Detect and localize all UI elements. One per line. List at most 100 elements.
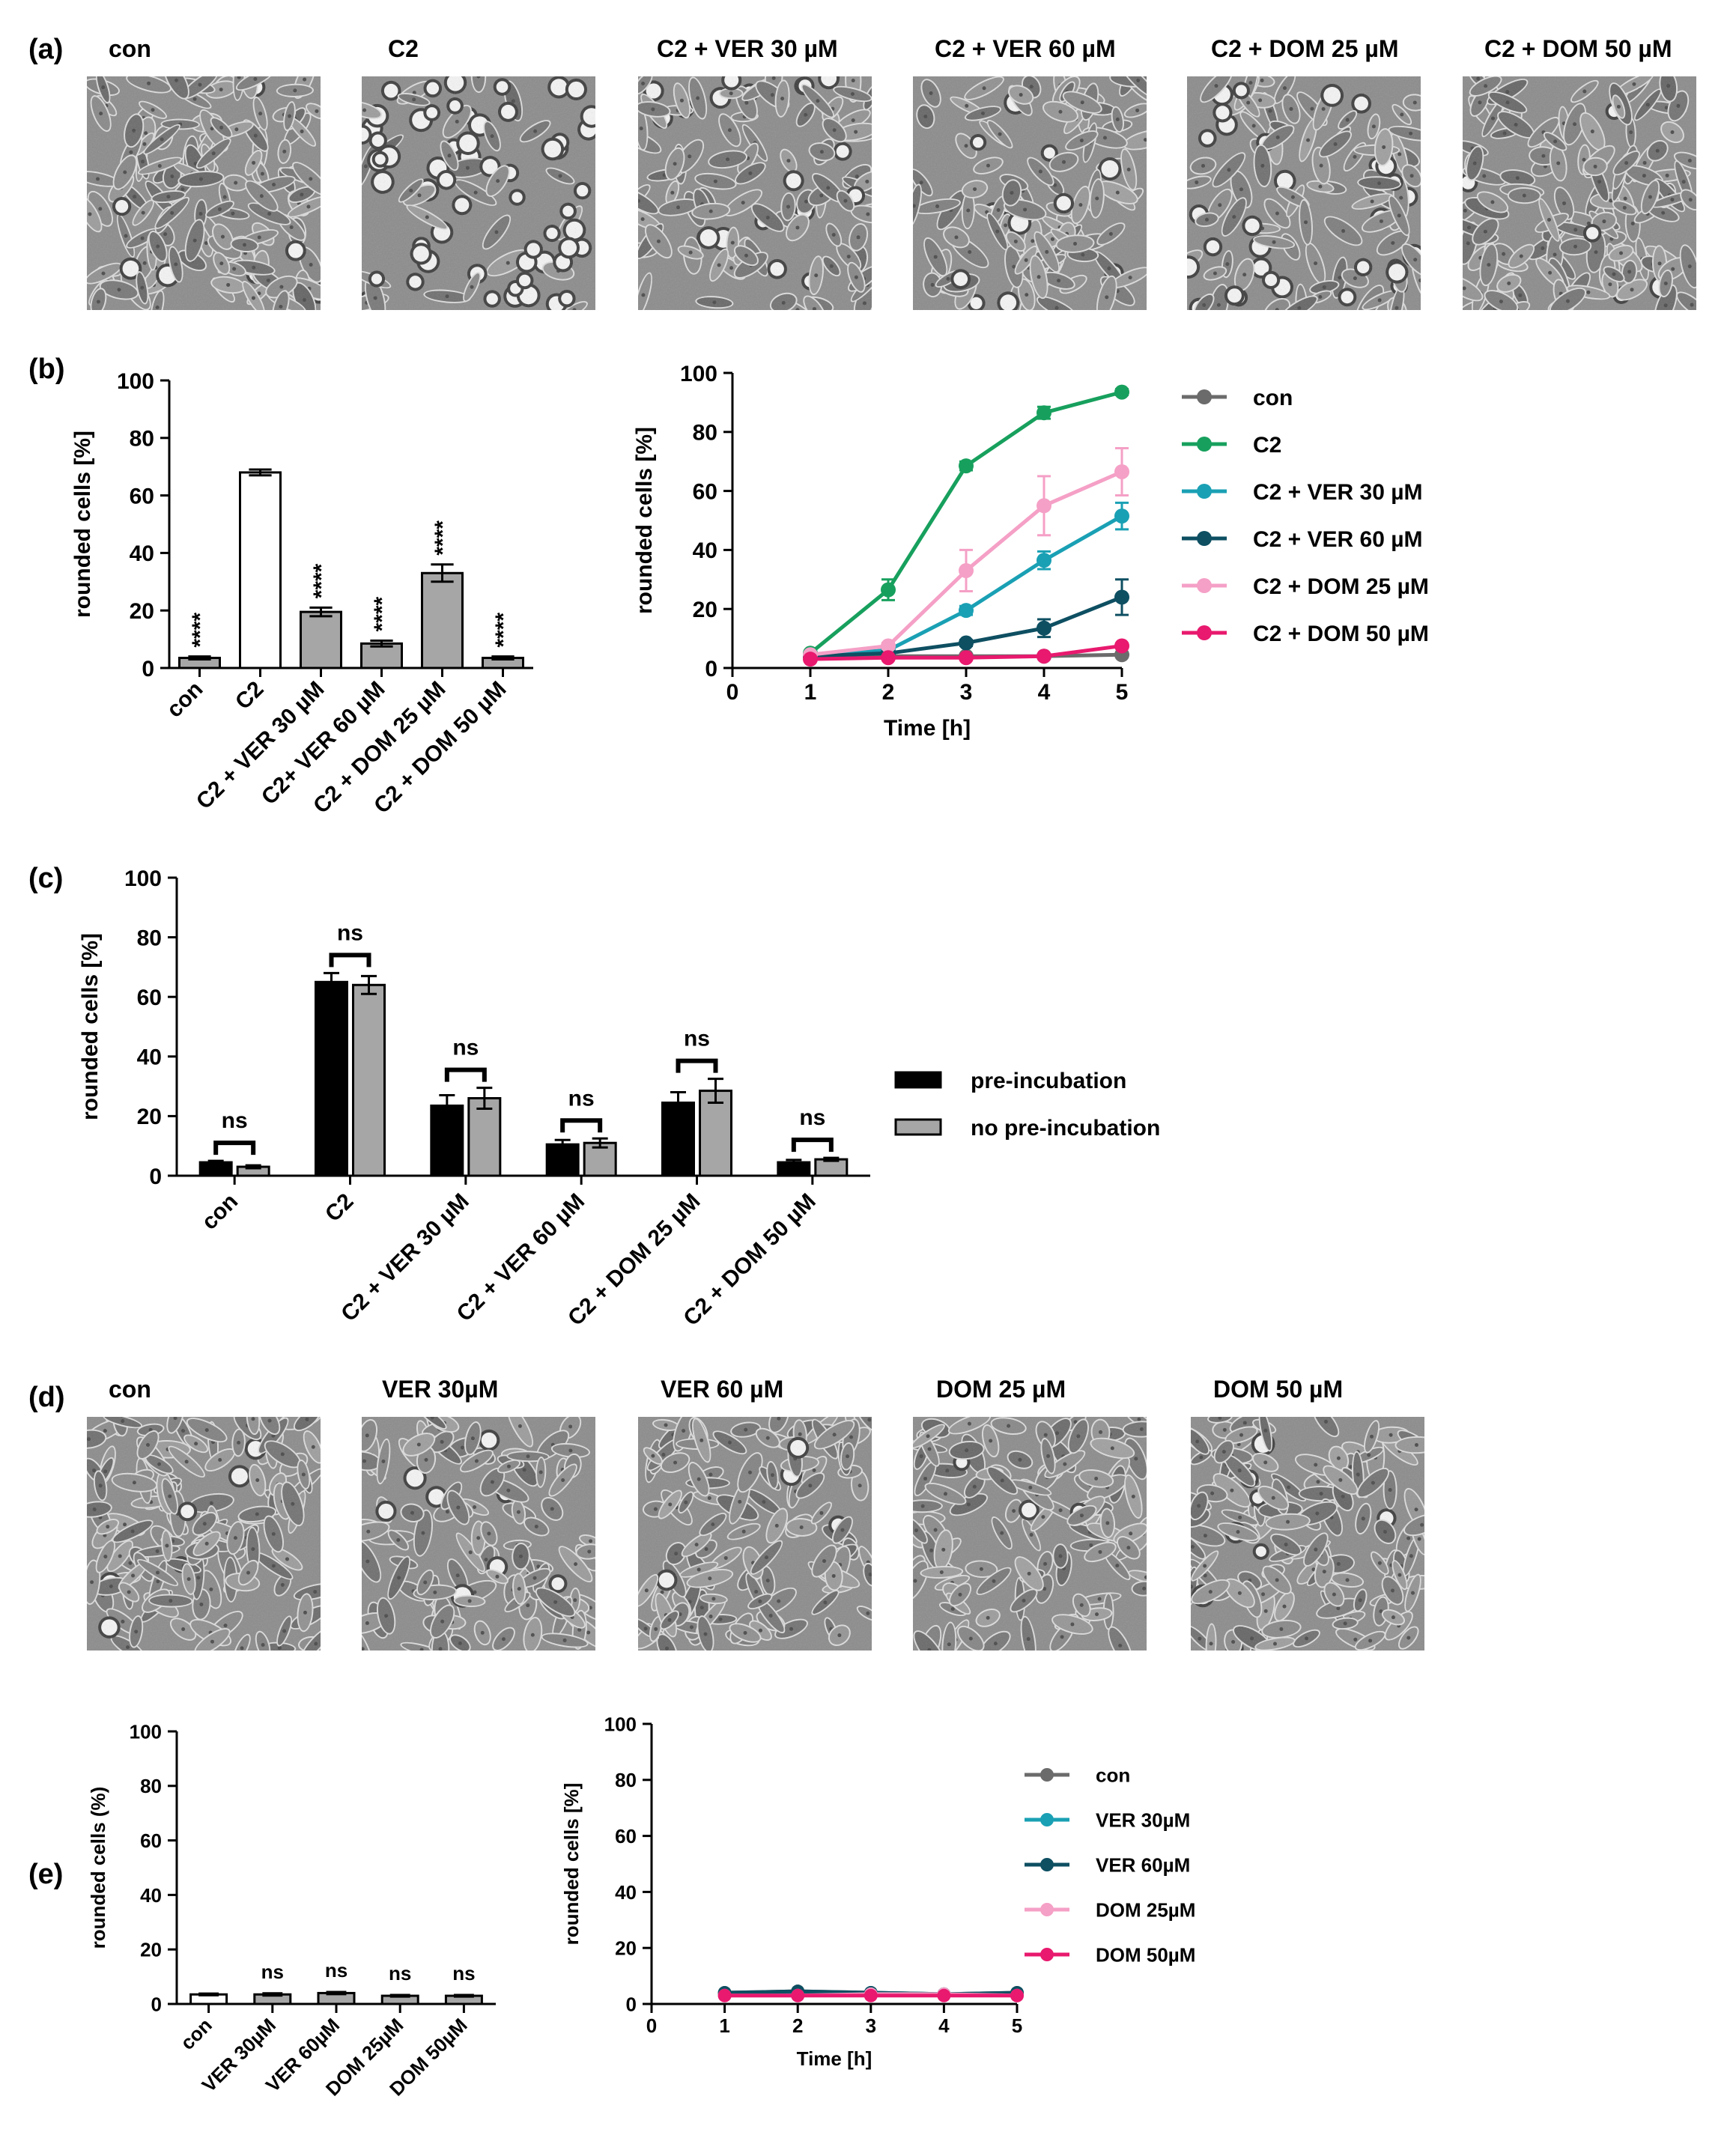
y-tick-label: 20: [140, 1939, 162, 1961]
x-tick-label: con: [197, 1189, 243, 1235]
data-point: [959, 603, 974, 619]
micrograph-a-4-grain: [1187, 76, 1421, 310]
bar: [467, 1097, 502, 1177]
significance-label: ns: [799, 1105, 825, 1130]
significance-bracket: [213, 1141, 256, 1155]
panel-letter-b: (b): [28, 353, 65, 385]
x-axis-label: Time [h]: [884, 716, 971, 741]
y-tick-label: 100: [680, 362, 717, 386]
data-point: [864, 1988, 878, 2002]
bar: [430, 1104, 464, 1177]
data-point: [1037, 405, 1051, 421]
data-point: [959, 458, 974, 474]
y-tick-label: 20: [615, 1937, 637, 1960]
x-tick-label: 5: [1012, 2014, 1022, 2037]
micrograph-d-2: [638, 1417, 872, 1650]
bar: [300, 610, 342, 669]
y-tick-label: 100: [124, 866, 162, 891]
data-point: [1114, 589, 1129, 605]
chart-e-line: 0 20 40 60 80 100 rounded cells [%] 0 1 2 3 4 5 Time …: [560, 1713, 1195, 2070]
y-tick-label: 0: [149, 1164, 162, 1189]
data-point: [959, 562, 974, 578]
micrograph-label: C2 + DOM 25 µM: [1211, 35, 1399, 62]
legend-label: DOM 25µM: [1096, 1898, 1195, 1921]
panel-letter-e: (e): [28, 1859, 63, 1890]
y-tick-label: 60: [615, 1825, 637, 1847]
x-tick-label: 4: [1038, 680, 1051, 705]
legend-marker: [1197, 625, 1212, 640]
y-tick-label: 80: [693, 421, 717, 446]
significance-label: ****: [370, 596, 395, 631]
y-tick-label: 100: [130, 1720, 162, 1743]
significance-label: ns: [452, 1036, 479, 1060]
x-tick-label: 2: [882, 680, 895, 705]
x-axis-label: Time [h]: [797, 2047, 872, 2070]
panel-letter-c: (c): [28, 863, 63, 894]
panel-letter-d: (d): [28, 1382, 65, 1413]
x-tick-label: C2: [321, 1189, 358, 1227]
micrograph-a-2-grain: [638, 76, 872, 310]
micrograph-a-5: [1463, 76, 1696, 310]
micrograph-a-2: [638, 76, 872, 310]
data-point: [1114, 508, 1129, 524]
significance-bracket: [791, 1138, 834, 1153]
x-tick-label: 1: [804, 680, 817, 705]
micrograph-label: con: [109, 35, 151, 62]
y-axis-label: rounded cells [%]: [78, 933, 103, 1120]
significance-label: ns: [389, 1962, 411, 1984]
y-tick-label: 40: [615, 1881, 637, 1904]
legend-label: pre-incubation: [971, 1069, 1126, 1093]
legend-marker: [1040, 1858, 1054, 1871]
significance-label: ns: [222, 1108, 248, 1133]
bar: [315, 980, 348, 1177]
legend-marker: [1197, 531, 1212, 546]
y-axis-label: rounded cells [%]: [632, 427, 657, 614]
y-tick-label: 20: [137, 1105, 162, 1129]
x-tick-label: con: [162, 677, 207, 723]
micrograph-row-a: con C2 C2 + VER 30 µM C2 + VER 60 µM C2 + DO…: [87, 35, 1696, 310]
micrograph-label: C2 + DOM 50 µM: [1484, 35, 1672, 62]
micrograph-d-2-grain: [638, 1417, 872, 1650]
y-tick-label: 20: [693, 598, 717, 622]
data-point: [1037, 620, 1051, 636]
data-point: [1037, 498, 1051, 514]
legend-swatch: [894, 1071, 942, 1089]
micrograph-d-4: [1191, 1417, 1424, 1650]
legend-label: con: [1096, 1764, 1130, 1786]
data-point: [881, 650, 896, 666]
x-tick-label: con: [176, 2014, 216, 2054]
y-tick-label: 0: [142, 657, 154, 681]
legend-marker: [1197, 437, 1212, 452]
y-tick-label: 0: [151, 1993, 162, 2015]
legend-label: C2 + DOM 25 µM: [1253, 574, 1429, 599]
significance-label: ****: [309, 563, 334, 598]
significance-label: ****: [491, 613, 516, 648]
y-tick-label: 80: [137, 926, 162, 950]
legend-label: VER 60µM: [1096, 1853, 1190, 1876]
chart-c-bar: 0 20 40 60 80 100 rounded cells [%] ns con ns C2 ns…: [78, 866, 1160, 1331]
data-point: [1114, 638, 1129, 654]
x-tick-label: 2: [792, 2014, 803, 2037]
significance-label: ****: [431, 520, 455, 556]
data-point: [1010, 1988, 1024, 2002]
data-point: [959, 650, 974, 666]
micrograph-d-0-grain: [87, 1417, 321, 1650]
y-tick-label: 80: [130, 427, 154, 452]
y-tick-label: 80: [615, 1769, 637, 1791]
micrograph-label: C2: [388, 35, 419, 62]
bar: [239, 471, 282, 669]
data-point: [881, 582, 896, 598]
micrograph-d-3-grain: [913, 1417, 1147, 1650]
micrograph-a-1: [362, 76, 595, 310]
y-tick-label: 40: [693, 538, 717, 563]
data-point: [1037, 649, 1051, 664]
micrograph-label: VER 30µM: [382, 1376, 498, 1403]
data-point: [1037, 553, 1051, 568]
micrograph-d-0: [87, 1417, 321, 1650]
significance-label: ns: [684, 1027, 710, 1051]
x-tick-label: 3: [866, 2014, 876, 2037]
y-tick-label: 60: [137, 986, 162, 1010]
y-tick-label: 40: [137, 1045, 162, 1070]
micrograph-label: C2 + VER 60 µM: [935, 35, 1116, 62]
legend-label: con: [1253, 386, 1293, 410]
